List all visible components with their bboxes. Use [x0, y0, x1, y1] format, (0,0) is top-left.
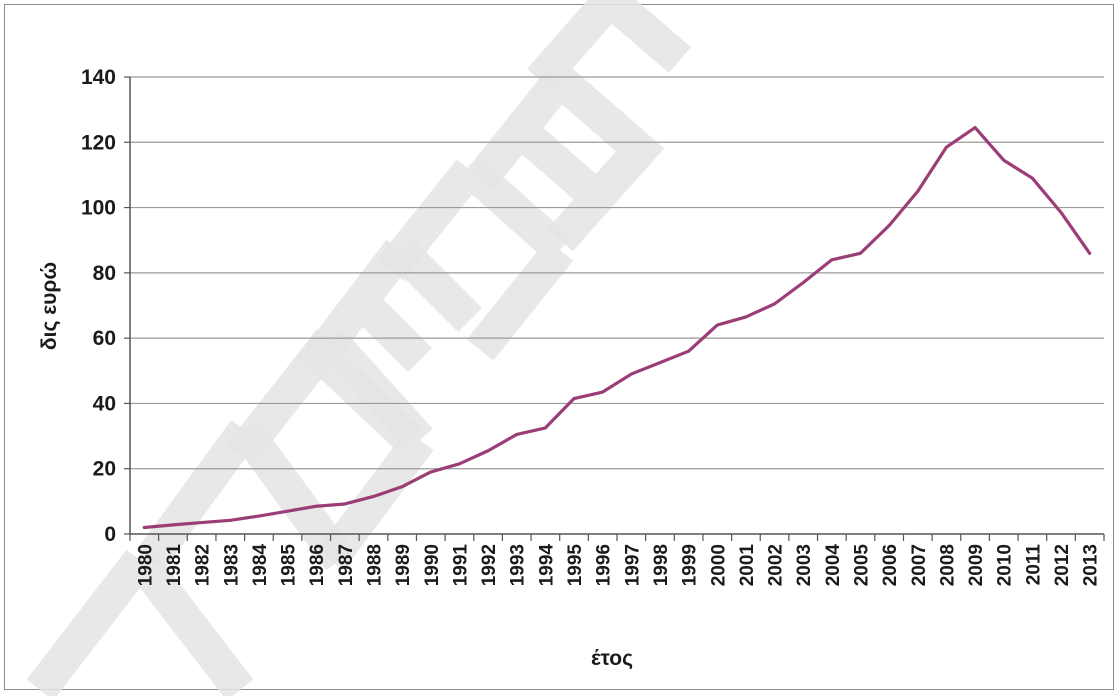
data-point — [687, 349, 691, 353]
data-point — [142, 526, 146, 529]
x-tick-label: 1996 — [594, 544, 615, 586]
x-tick-label: 2002 — [766, 544, 787, 586]
x-tick-label: 2010 — [995, 544, 1016, 586]
x-tick-label: 1980 — [135, 544, 156, 586]
y-tick-label: 140 — [81, 66, 116, 89]
x-tick-label: 1988 — [365, 544, 386, 586]
x-tick-label: 1982 — [193, 544, 214, 586]
data-point — [801, 281, 805, 285]
data-point — [486, 449, 490, 453]
x-tick-label: 2006 — [880, 544, 901, 586]
data-point — [515, 433, 519, 436]
data-point — [773, 302, 776, 306]
y-tick-label: 80 — [93, 262, 116, 285]
data-point — [945, 145, 948, 149]
y-tick-label: 20 — [93, 458, 116, 481]
data-point — [314, 504, 318, 508]
data-point — [257, 514, 261, 518]
x-tick-label: 1997 — [622, 544, 643, 586]
data-point — [343, 502, 347, 506]
x-tick-label: 1998 — [651, 544, 672, 586]
y-axis-title: δις ευρώ — [38, 262, 61, 350]
axes — [129, 77, 1104, 535]
data-point — [1059, 211, 1063, 214]
data-point — [973, 126, 977, 129]
x-tick-label: 2005 — [852, 544, 873, 587]
x-tick-label: 1984 — [250, 544, 271, 587]
data-point — [658, 361, 662, 365]
x-tick-label: 2008 — [937, 544, 958, 586]
data-point — [228, 518, 232, 522]
data-point — [601, 390, 605, 394]
x-tick-label: 2011 — [1023, 544, 1044, 586]
x-tick-label: 1991 — [450, 544, 471, 587]
x-tick-label: 1993 — [508, 544, 529, 586]
y-tick-label: 40 — [93, 392, 116, 415]
data-point — [572, 397, 576, 400]
x-tick-labels: 1980 1981 1982 1983 1984 1985 1986 1987 1988 1989… — [135, 544, 1101, 587]
x-tick-label: 2013 — [1081, 544, 1102, 586]
x-tick-label: 2003 — [794, 544, 815, 586]
x-tick-label: 1986 — [307, 544, 328, 586]
data-point — [629, 372, 633, 376]
data-point — [200, 521, 204, 524]
y-tick-label: 100 — [81, 197, 116, 220]
data-point — [859, 251, 862, 255]
x-tick-label: 2012 — [1052, 544, 1073, 586]
x-tick-label: 1992 — [479, 544, 500, 586]
y-tick-label: 60 — [93, 327, 116, 350]
x-tick-label: 1995 — [565, 544, 586, 587]
gridlines — [124, 76, 1105, 541]
data-point — [543, 426, 547, 430]
x-tick-label: 1990 — [422, 544, 443, 586]
data-point — [744, 315, 748, 319]
data-point — [830, 258, 834, 262]
y-tick-label: 120 — [81, 131, 116, 154]
data-point — [372, 495, 375, 498]
data-point — [1030, 176, 1034, 180]
y-tick-label: 0 — [104, 523, 116, 546]
x-axis-title: έτος — [591, 647, 633, 670]
data-point — [286, 509, 289, 513]
x-tick-label: 1987 — [336, 544, 357, 586]
x-tick-label: 2009 — [966, 544, 987, 586]
x-tick-label: 1989 — [393, 544, 414, 586]
x-tick-label: 1994 — [536, 544, 557, 587]
data-point — [458, 462, 461, 466]
data-point — [1088, 251, 1092, 255]
x-tick-label: 1999 — [680, 544, 701, 586]
data-point — [171, 523, 175, 527]
data-point — [400, 485, 404, 489]
x-tick-label: 2004 — [823, 544, 844, 587]
x-tick-label: 2000 — [708, 544, 729, 586]
data-point — [1002, 158, 1006, 162]
x-tick-label: 1981 — [164, 544, 185, 587]
data-point — [715, 323, 719, 327]
series-line — [142, 125, 1092, 530]
x-tick-label: 2001 — [737, 544, 758, 587]
data-point — [887, 224, 891, 227]
series-group — [142, 125, 1092, 530]
x-tick-label: 1985 — [279, 544, 300, 587]
data-point — [916, 189, 920, 193]
data-point — [429, 470, 433, 474]
x-tick-label: 2007 — [909, 544, 930, 586]
x-tick-label: 1983 — [221, 544, 242, 586]
y-tick-labels: 0 20 40 60 80 100 120 140 — [81, 66, 116, 546]
